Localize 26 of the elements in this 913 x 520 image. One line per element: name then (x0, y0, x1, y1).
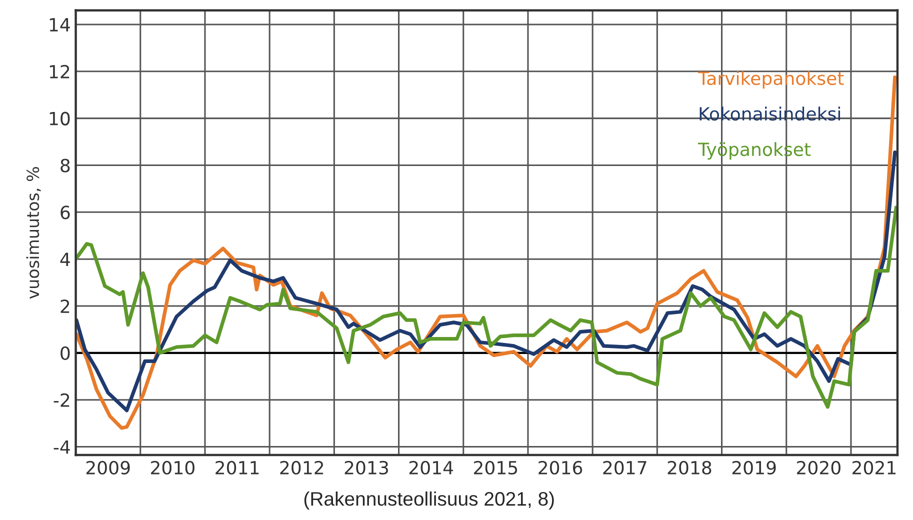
x-tick-label: 2017 (603, 460, 646, 475)
x-tick-label: 2013 (344, 460, 388, 475)
y-tick-label: 8 (60, 158, 70, 172)
x-tick-label: 2012 (280, 460, 324, 475)
x-tick-label: 2018 (668, 460, 712, 475)
x-tick-label: 2020 (797, 460, 840, 475)
x-tick-label: 2010 (151, 460, 194, 475)
x-tick-label: 2016 (538, 460, 582, 475)
x-tick-label: 2015 (474, 460, 518, 475)
y-tick-label: 14 (50, 18, 70, 32)
y-tick-label: 0 (60, 346, 70, 360)
x-tick-label: 2021 (852, 460, 896, 475)
y-tick-label: -4 (54, 440, 70, 454)
y-tick-label: 12 (50, 64, 70, 78)
y-tick-label: 10 (50, 112, 70, 126)
y-tick-label: 2 (60, 299, 70, 313)
y-tick-label: 6 (60, 206, 70, 220)
x-tick-label: 2011 (216, 460, 259, 475)
x-tick-label: 2009 (86, 460, 130, 475)
line-series (76, 206, 898, 409)
y-tick-label: -2 (54, 393, 70, 407)
y-tick-label: 4 (60, 252, 70, 266)
x-tick-label: 2014 (409, 460, 454, 475)
text: (Rakennusteollisuus 2021, 8) (304, 491, 554, 510)
x-tick-label: 2019 (732, 460, 776, 475)
y-axis-title: vuosimuutos, % (26, 167, 41, 299)
